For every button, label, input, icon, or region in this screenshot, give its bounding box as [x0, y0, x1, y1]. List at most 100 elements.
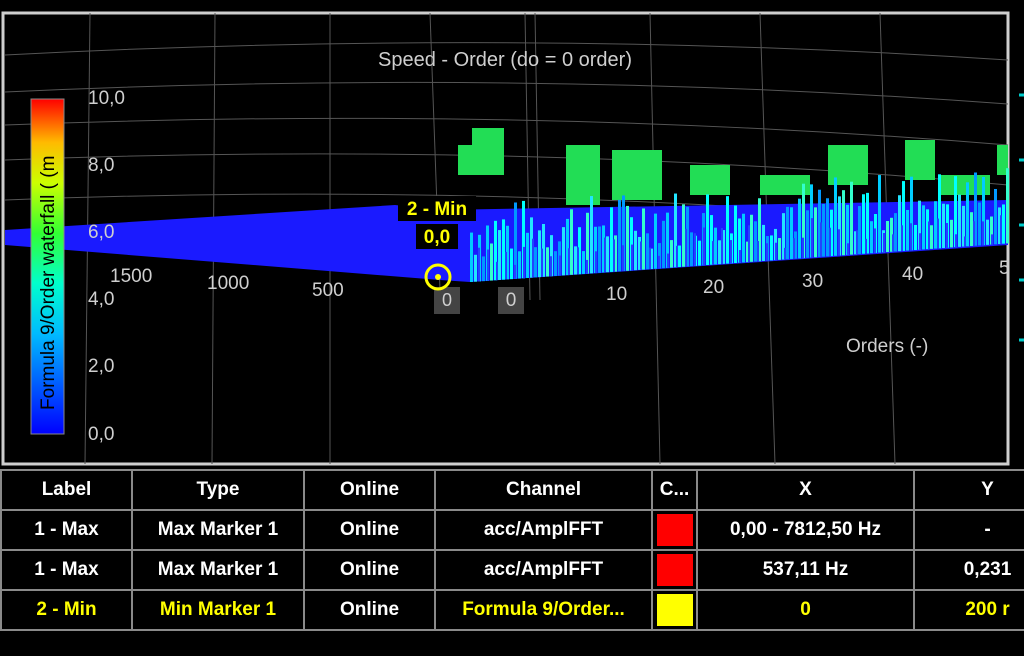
waterfall-block [690, 165, 730, 195]
waterfall-spike [974, 172, 977, 246]
waterfall-strip [793, 238, 795, 259]
marker-value: 0,0 [424, 227, 450, 248]
waterfall-spike [938, 174, 941, 249]
waterfall-strip [613, 239, 615, 272]
waterfall-spike [898, 195, 901, 252]
waterfall-spike [798, 198, 801, 259]
table-row[interactable]: 1 - Max Max Marker 1 Online acc/AmplFFT … [0, 509, 1024, 551]
waterfall-strip [487, 249, 489, 281]
waterfall-strip [505, 251, 507, 280]
waterfall-spike [1006, 168, 1009, 244]
waterfall-spike [682, 204, 685, 267]
color-swatch [656, 514, 693, 546]
waterfall-strip [892, 234, 894, 252]
waterfall-spike [618, 199, 621, 272]
waterfall-block [612, 150, 662, 200]
plot-title: Speed - Order (do = 0 order) [378, 49, 632, 71]
order-tick-label: 5 [999, 258, 1010, 279]
cell-channel: acc/AmplFFT [434, 509, 653, 551]
waterfall-spike [646, 233, 649, 270]
speed-tick-label: 1500 [110, 266, 152, 287]
cell-color[interactable] [651, 589, 698, 631]
waterfall-spike [498, 230, 501, 280]
waterfall-spike [926, 209, 929, 250]
y-tick-label: 8,0 [88, 155, 114, 176]
waterfall-spike [678, 245, 681, 268]
waterfall-spike [550, 235, 553, 277]
waterfall-spike [574, 246, 577, 275]
waterfall-strip [820, 222, 822, 257]
cell-color[interactable] [651, 549, 698, 591]
waterfall-spike [738, 218, 741, 263]
waterfall-block [566, 145, 600, 205]
waterfall-spike [986, 219, 989, 245]
waterfall-spike [786, 206, 789, 260]
waterfall-spike [586, 212, 589, 274]
order-tick-label: 40 [902, 264, 923, 285]
waterfall-spike [706, 194, 709, 266]
waterfall-strip [766, 243, 768, 261]
waterfall-spike [650, 248, 653, 270]
cell-x: 537,11 Hz [696, 549, 915, 591]
table-row-selected[interactable]: 2 - Min Min Marker 1 Online Formula 9/Or… [0, 589, 1024, 631]
waterfall-spike [758, 198, 761, 262]
waterfall-strip [568, 248, 570, 275]
waterfall-spike [634, 230, 637, 271]
waterfall-spike [598, 226, 601, 273]
waterfall-block [458, 145, 504, 175]
marker-ring[interactable] [424, 263, 452, 291]
waterfall-strip [703, 227, 705, 266]
waterfall-block [905, 140, 935, 180]
table-row[interactable]: 1 - Max Max Marker 1 Online acc/AmplFFT … [0, 549, 1024, 591]
waterfall-spike [710, 215, 713, 265]
waterfall-spike [822, 203, 825, 257]
colorbar [30, 98, 65, 435]
waterfall-strip [1000, 215, 1002, 244]
waterfall-spike [610, 207, 613, 272]
waterfall-spike [606, 236, 609, 273]
waterfall-plot[interactable]: Formula 9/Order waterfall ( (m Speed - O… [0, 0, 1024, 470]
waterfall-spike [770, 235, 773, 261]
waterfall-block [997, 145, 1008, 175]
order-tick-label: 0 [506, 290, 517, 311]
cell-label: 2 - Min [0, 589, 133, 631]
waterfall-spike [674, 193, 677, 268]
speed-tick-label: 500 [312, 280, 344, 301]
waterfall-spike [794, 231, 797, 259]
color-swatch [656, 594, 693, 626]
waterfall-spike [886, 221, 889, 253]
waterfall-spike [842, 190, 845, 256]
column-header-channel[interactable]: Channel [434, 469, 653, 511]
waterfall-spike [538, 230, 541, 278]
cell-y: 0,231 [913, 549, 1024, 591]
column-header-x[interactable]: X [696, 469, 915, 511]
waterfall-strip [847, 243, 849, 255]
waterfall-spike [846, 204, 849, 255]
waterfall-strip [775, 242, 777, 261]
column-header-online[interactable]: Online [303, 469, 436, 511]
waterfall-spike [490, 243, 493, 281]
waterfall-spike [638, 236, 641, 270]
waterfall-spike [542, 223, 545, 277]
column-header-y[interactable]: Y [913, 469, 1024, 511]
waterfall-spike [734, 205, 737, 263]
order-tick-label: 20 [703, 277, 724, 298]
waterfall-strip [730, 240, 732, 264]
waterfall-spike [698, 240, 701, 266]
colorbar-label: Formula 9/Order waterfall ( (m [38, 156, 59, 410]
column-header-type[interactable]: Type [131, 469, 305, 511]
waterfall-block [760, 175, 810, 195]
y-tick-label: 0,0 [88, 424, 114, 445]
column-header-label[interactable]: Label [0, 469, 133, 511]
waterfall-spike [594, 226, 597, 274]
waterfall-spike [950, 219, 953, 248]
waterfall-spike [626, 205, 629, 271]
waterfall-strip [955, 234, 957, 248]
waterfall-spike [834, 177, 837, 256]
column-header-color[interactable]: C... [651, 469, 698, 511]
cell-color[interactable] [651, 509, 698, 551]
waterfall-spike [1002, 204, 1005, 244]
y-tick-label: 10,0 [88, 88, 125, 109]
cell-channel: acc/AmplFFT [434, 549, 653, 591]
waterfall-spike [554, 251, 557, 276]
